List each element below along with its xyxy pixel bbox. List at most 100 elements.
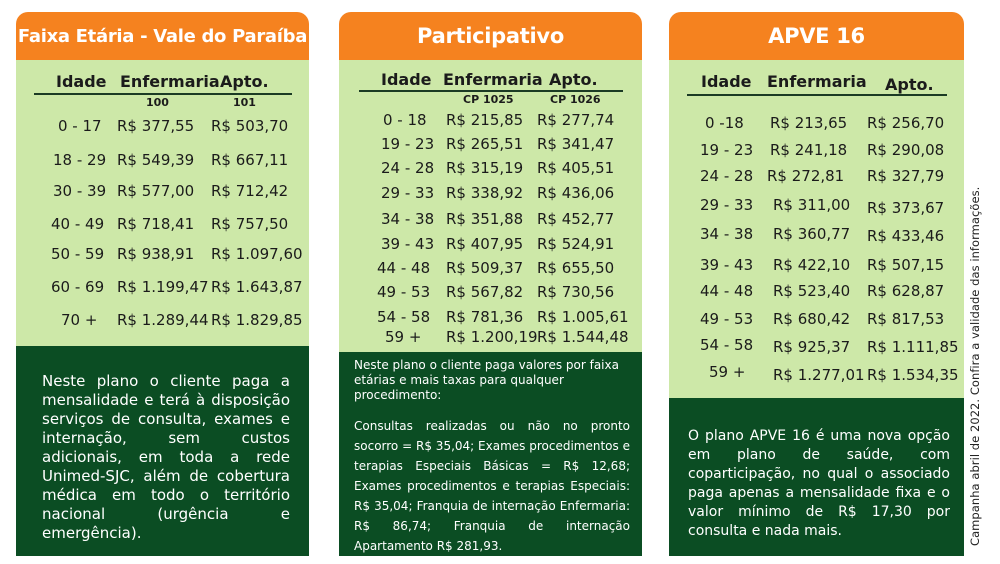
cell-apto: R$ 507,15 — [867, 256, 945, 274]
cell-idade: 54 - 58 — [700, 336, 754, 354]
header-rule — [359, 90, 623, 92]
cell-apto: R$ 452,77 — [537, 210, 615, 228]
cell-idade: 60 - 69 — [51, 278, 105, 296]
price-table: Idade Enfermaria Apto. CP 1025 CP 1026 0… — [339, 60, 642, 352]
cell-apto: R$ 667,11 — [211, 151, 289, 169]
col-header-apto: Apto. — [220, 72, 269, 91]
cell-idade: 54 - 58 — [377, 308, 431, 326]
cell-apto: R$ 524,91 — [537, 235, 615, 253]
col-header-enfermaria: Enfermaria — [767, 72, 867, 91]
plan-card-faixa-etaria: Faixa Etária - Vale do Paraíba Idade Enf… — [16, 12, 309, 556]
plan-code: CP 1025 — [463, 93, 514, 106]
cell-idade: 50 - 59 — [51, 245, 105, 263]
plan-code: 100 — [146, 96, 169, 109]
cell-enfermaria: R$ 407,95 — [446, 235, 524, 253]
plan-code: CP 1026 — [550, 93, 601, 106]
cell-enfermaria: R$ 781,36 — [446, 308, 524, 326]
cell-idade: 49 - 53 — [377, 283, 431, 301]
cell-idade: 19 - 23 — [381, 135, 435, 153]
cell-enfermaria: R$ 1.277,01 — [773, 366, 865, 384]
cell-apto: R$ 341,47 — [537, 135, 615, 153]
col-header-idade: Idade — [56, 72, 107, 91]
cell-apto: R$ 1.111,85 — [867, 338, 959, 356]
note-text: Neste plano o cliente paga a mensalidade… — [42, 372, 290, 542]
cell-enfermaria: R$ 549,39 — [117, 151, 195, 169]
cell-apto: R$ 1.005,61 — [537, 308, 629, 326]
note-text: O plano APVE 16 é uma nova opção em plan… — [688, 428, 950, 539]
cell-idade: 0 - 18 — [383, 111, 427, 129]
cell-enfermaria: R$ 213,65 — [770, 114, 848, 132]
cell-apto: R$ 1.643,87 — [211, 278, 303, 296]
campaign-note: Campanha abril de 2022. Confira a valida… — [968, 186, 982, 546]
col-header-idade: Idade — [701, 72, 752, 91]
header-rule — [687, 94, 947, 96]
cell-idade: 18 - 29 — [53, 151, 107, 169]
cell-idade: 44 - 48 — [377, 259, 431, 277]
cell-enfermaria: R$ 241,18 — [770, 141, 848, 159]
cell-apto: R$ 327,79 — [867, 167, 945, 185]
cell-apto: R$ 290,08 — [867, 141, 945, 159]
cell-apto: R$ 405,51 — [537, 159, 615, 177]
plan-description: Neste plano o cliente paga a mensalidade… — [16, 346, 309, 556]
cell-enfermaria: R$ 567,82 — [446, 283, 524, 301]
cell-idade: 34 - 38 — [700, 225, 754, 243]
cell-idade: 39 - 43 — [700, 256, 754, 274]
cell-idade: 59 + — [709, 363, 746, 381]
cell-enfermaria: R$ 351,88 — [446, 210, 524, 228]
cell-apto: R$ 436,06 — [537, 184, 615, 202]
plan-code: 101 — [233, 96, 256, 109]
cell-enfermaria: R$ 272,81 — [767, 167, 845, 185]
col-header-apto: Apto. — [885, 75, 934, 94]
cell-apto: R$ 730,56 — [537, 283, 615, 301]
plan-card-apve-16: APVE 16 Idade Enfermaria Apto. 0 -18 R$ 2… — [669, 12, 964, 556]
cell-apto: R$ 1.097,60 — [211, 245, 303, 263]
cell-enfermaria: R$ 311,00 — [773, 196, 851, 214]
cell-idade: 24 - 28 — [381, 159, 435, 177]
plan-description: Neste plano o cliente paga valores por f… — [339, 352, 642, 556]
cell-apto: R$ 1.544,48 — [537, 328, 629, 346]
cell-enfermaria: R$ 577,00 — [117, 182, 195, 200]
cell-enfermaria: R$ 938,91 — [117, 245, 195, 263]
cell-apto: R$ 1.829,85 — [211, 311, 303, 329]
cell-enfermaria: R$ 1.200,19 — [446, 328, 538, 346]
cell-idade: 29 - 33 — [700, 196, 754, 214]
card-title: Faixa Etária - Vale do Paraíba — [16, 12, 309, 60]
cell-enfermaria: R$ 509,37 — [446, 259, 524, 277]
cell-enfermaria: R$ 1.199,47 — [117, 278, 209, 296]
cell-apto: R$ 628,87 — [867, 282, 945, 300]
card-title: Participativo — [339, 12, 642, 60]
cell-idade: 30 - 39 — [53, 182, 107, 200]
cell-enfermaria: R$ 523,40 — [773, 282, 851, 300]
cell-enfermaria: R$ 925,37 — [773, 338, 851, 356]
cell-enfermaria: R$ 215,85 — [446, 111, 524, 129]
header-rule — [34, 93, 292, 95]
col-header-idade: Idade — [381, 70, 432, 89]
cell-idade: 70 + — [61, 311, 98, 329]
cell-idade: 40 - 49 — [51, 215, 105, 233]
cell-idade: 44 - 48 — [700, 282, 754, 300]
cell-enfermaria: R$ 377,55 — [117, 117, 195, 135]
cell-enfermaria: R$ 360,77 — [773, 225, 851, 243]
cell-idade: 0 - 17 — [58, 117, 102, 135]
cell-apto: R$ 256,70 — [867, 114, 945, 132]
cell-enfermaria: R$ 265,51 — [446, 135, 524, 153]
cell-idade: 49 - 53 — [700, 310, 754, 328]
cell-idade: 59 + — [385, 328, 422, 346]
cell-idade: 39 - 43 — [381, 235, 435, 253]
cell-apto: R$ 1.534,35 — [867, 366, 959, 384]
cell-apto: R$ 655,50 — [537, 259, 615, 277]
plan-card-participativo: Participativo Idade Enfermaria Apto. CP … — [339, 12, 642, 556]
cell-apto: R$ 757,50 — [211, 215, 289, 233]
cell-apto: R$ 373,67 — [867, 199, 945, 217]
note-text: Consultas realizadas ou não no pronto so… — [354, 419, 630, 553]
note-text: Neste plano o cliente paga valores por f… — [354, 358, 619, 402]
cell-idade: 24 - 28 — [700, 167, 754, 185]
cell-apto: R$ 712,42 — [211, 182, 289, 200]
cell-enfermaria: R$ 315,19 — [446, 159, 524, 177]
cell-enfermaria: R$ 422,10 — [773, 256, 851, 274]
cell-idade: 34 - 38 — [381, 210, 435, 228]
cell-enfermaria: R$ 338,92 — [446, 184, 524, 202]
cell-idade: 29 - 33 — [381, 184, 435, 202]
cell-enfermaria: R$ 1.289,44 — [117, 311, 209, 329]
plan-description: O plano APVE 16 é uma nova opção em plan… — [669, 398, 964, 556]
